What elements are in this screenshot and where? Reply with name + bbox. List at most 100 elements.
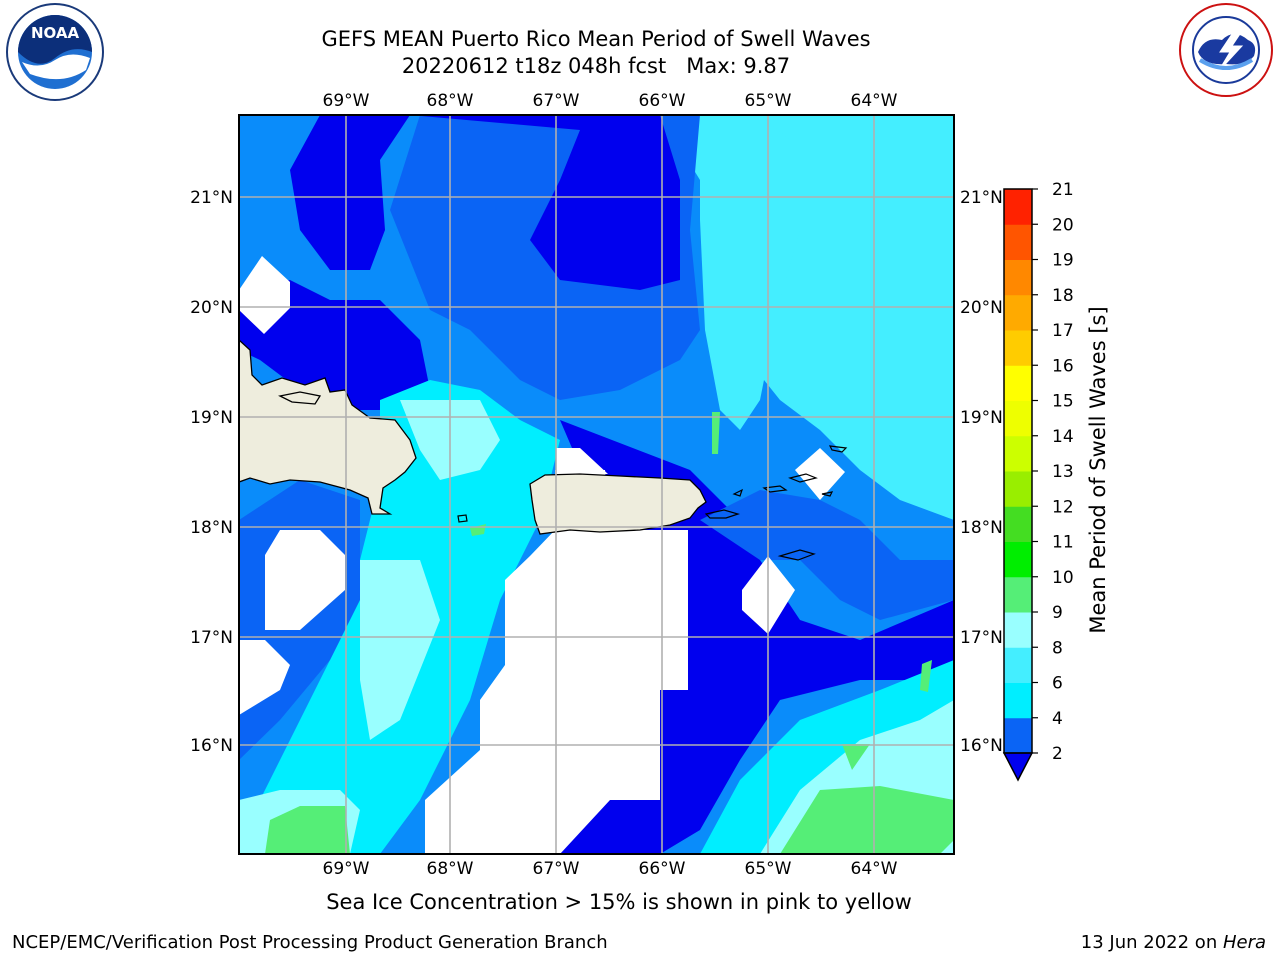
lon-label-67w-bottom: 67°W xyxy=(533,859,580,879)
lat-label-21n-left: 21°N xyxy=(190,188,233,208)
lon-label-69w-top: 69°W xyxy=(323,91,370,111)
land-culebra xyxy=(732,488,744,497)
noaa-logo: NOAA xyxy=(6,3,104,101)
lon-label-69w-bottom: 69°W xyxy=(323,859,370,879)
colorbar-tick-label: 6 xyxy=(1052,674,1063,694)
colorbar-segment xyxy=(1004,717,1032,754)
lat-label-20n-left: 20°N xyxy=(190,298,233,318)
footer-date: 13 Jun 2022 on Hera xyxy=(1081,932,1266,953)
land-hispaniola xyxy=(239,339,417,515)
colorbar-segment xyxy=(1004,647,1032,683)
colorbar-segment xyxy=(1004,224,1032,260)
colorbar-segment xyxy=(1004,189,1032,225)
field-south-blue xyxy=(700,490,954,620)
lat-label-17n-right: 17°N xyxy=(960,628,1003,648)
field-north-dark xyxy=(410,115,680,290)
colorbar-segment xyxy=(1004,330,1032,366)
field-central-cyan xyxy=(700,115,800,430)
colorbar-tick-label: 13 xyxy=(1052,462,1074,482)
colorbar-tick-label: 15 xyxy=(1052,392,1074,412)
colorbar-segment xyxy=(1004,435,1032,472)
land-tortola xyxy=(788,473,818,483)
field-sw-green xyxy=(265,806,350,854)
field-east-green-spot xyxy=(920,660,932,692)
colorbar: 2 4 6 8 9 10 11 12 13 14 15 16 17 18 19 20 21 xyxy=(1002,180,1074,782)
colorbar-segment xyxy=(1004,400,1032,437)
footer-date-text: 13 Jun 2022 on xyxy=(1080,932,1223,953)
colorbar-tick-label: 11 xyxy=(1052,533,1074,553)
field-gap-nw xyxy=(239,256,290,334)
field-gap-w2 xyxy=(239,640,290,715)
lon-label-67w-top: 67°W xyxy=(533,91,580,111)
lat-label-18n-right: 18°N xyxy=(960,518,1003,538)
lon-labels-bottom: 69°W 68°W 67°W 66°W 65°W 64°W xyxy=(323,859,898,879)
map-frame xyxy=(238,114,955,855)
field-gap-w1 xyxy=(265,530,345,630)
colorbar-segment xyxy=(1004,541,1032,578)
lat-label-17n-left: 17°N xyxy=(190,628,233,648)
land-st-croix xyxy=(777,549,816,561)
field-central-green xyxy=(712,412,720,454)
colorbar-segment xyxy=(1004,612,1032,648)
colorbar-tick-label: 14 xyxy=(1052,427,1074,447)
noaa-logo-text: NOAA xyxy=(31,24,80,42)
colorbar-under-arrow xyxy=(1002,752,1034,782)
land-anegada xyxy=(828,445,848,453)
land-mona-island xyxy=(457,514,468,523)
field-west-dark xyxy=(239,280,430,410)
field-south-pale xyxy=(360,560,440,740)
colorbar-tick-label: 18 xyxy=(1052,286,1074,306)
lat-label-21n-right: 21°N xyxy=(960,188,1003,208)
lat-label-16n-right: 16°N xyxy=(960,736,1003,756)
swell-period-field xyxy=(239,115,954,854)
chart-title: GEFS MEAN Puerto Rico Mean Period of Swe… xyxy=(321,27,871,51)
colorbar-tick-label: 4 xyxy=(1052,709,1063,729)
field-northwest-dark xyxy=(290,115,410,270)
field-se-green-spot xyxy=(842,744,870,770)
lon-label-64w-bottom: 64°W xyxy=(851,859,898,879)
lon-labels-top: 69°W 68°W 67°W 66°W 65°W 64°W xyxy=(323,91,898,111)
field-se-green xyxy=(780,786,954,854)
lat-label-16n-left: 16°N xyxy=(190,736,233,756)
colorbar-segment xyxy=(1004,294,1032,331)
colorbar-tick-label: 19 xyxy=(1052,251,1074,271)
lon-label-66w-top: 66°W xyxy=(639,91,686,111)
nws-logo xyxy=(1179,3,1273,97)
colorbar-tick-label: 21 xyxy=(1052,180,1074,200)
lat-label-19n-left: 19°N xyxy=(190,408,233,428)
colorbar-segment xyxy=(1004,471,1032,507)
colorbar-label: Mean Period of Swell Waves [s] xyxy=(1086,306,1110,633)
land-virgin-gorda xyxy=(821,491,834,497)
colorbar-tick-label: 10 xyxy=(1052,568,1074,588)
colorbar-tick-label: 8 xyxy=(1052,638,1063,658)
field-gap-vi-north xyxy=(795,448,845,500)
lat-label-19n-right: 19°N xyxy=(960,408,1003,428)
lon-label-66w-bottom: 66°W xyxy=(639,859,686,879)
lat-labels-right: 21°N 20°N 19°N 18°N 17°N 16°N xyxy=(960,188,1003,756)
field-gap-north-pr xyxy=(556,448,608,474)
colorbar-segment xyxy=(1004,682,1032,719)
colorbar-segment xyxy=(1004,259,1032,296)
colorbar-tick-label: 2 xyxy=(1052,744,1063,764)
colorbar-tick-label: 17 xyxy=(1052,321,1074,341)
lat-label-18n-left: 18°N xyxy=(190,518,233,538)
map-grid xyxy=(239,115,954,854)
lon-label-68w-top: 68°W xyxy=(427,91,474,111)
colorbar-tick-label: 20 xyxy=(1052,215,1074,235)
footer-host: Hera xyxy=(1222,932,1266,953)
land-tortuga xyxy=(278,391,322,405)
colorbar-tick-label: 16 xyxy=(1052,356,1074,376)
colorbar-segment xyxy=(1004,365,1032,401)
colorbar-tick-label: 9 xyxy=(1052,603,1063,623)
footer-branch: NCEP/EMC/Verification Post Processing Pr… xyxy=(12,932,608,953)
lon-label-68w-bottom: 68°W xyxy=(427,859,474,879)
lon-label-65w-top: 65°W xyxy=(745,91,792,111)
lon-label-65w-bottom: 65°W xyxy=(745,859,792,879)
lat-labels-left: 21°N 20°N 19°N 18°N 17°N 16°N xyxy=(190,188,233,756)
lat-label-20n-right: 20°N xyxy=(960,298,1003,318)
colorbar-segment xyxy=(1004,506,1032,542)
colorbar-segment xyxy=(1004,576,1032,613)
colorbar-tick-label: 12 xyxy=(1052,497,1074,517)
